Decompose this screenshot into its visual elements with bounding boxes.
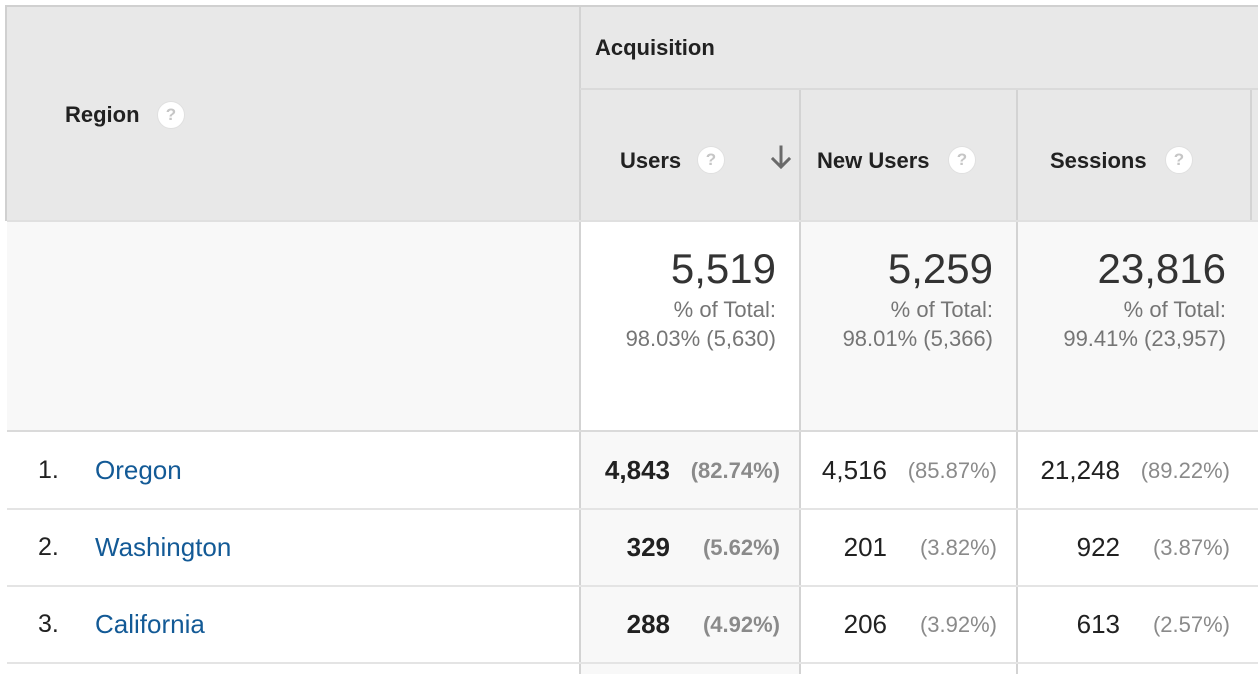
divider-users — [799, 89, 801, 674]
users-value: 329 — [626, 532, 670, 562]
new-users-total-pct-label: % of Total: — [890, 297, 993, 322]
row-number: 3. — [38, 610, 59, 638]
new-users-value: 4,516 — [821, 455, 887, 485]
users-column-highlight — [580, 431, 800, 674]
new-users-pct: (3.82%) — [919, 535, 997, 560]
sessions-value: 922 — [1076, 532, 1120, 562]
help-icon[interactable]: ? — [1165, 146, 1193, 174]
sort-descending-icon[interactable] — [769, 144, 793, 172]
users-value: 4,843 — [604, 455, 670, 485]
users-pct: (82.74%) — [690, 458, 780, 483]
totals-users-cell — [580, 221, 800, 431]
users-pct: (4.92%) — [702, 612, 780, 637]
new-users-total-value: 5,259 — [887, 245, 993, 292]
help-icon[interactable]: ? — [948, 146, 976, 174]
users-pct: (5.62%) — [702, 535, 780, 560]
help-icon[interactable]: ? — [697, 146, 725, 174]
sessions-value: 613 — [1076, 609, 1120, 639]
users-column-header[interactable]: Users — [620, 148, 682, 173]
divider-region — [579, 7, 581, 674]
divider-row-2 — [7, 585, 1258, 587]
new-users-total-pct-detail: 98.01% (5,366) — [842, 326, 993, 351]
divider-sessions — [1250, 89, 1252, 221]
new-users-pct: (3.92%) — [919, 612, 997, 637]
region-link-oregon[interactable]: Oregon — [95, 455, 182, 485]
sessions-total-pct-detail: 99.41% (23,957) — [1063, 326, 1226, 351]
new-users-value: 201 — [843, 532, 887, 562]
region-link-washington[interactable]: Washington — [95, 532, 232, 562]
row-number: 1. — [38, 456, 59, 484]
row-number: 2. — [38, 533, 59, 561]
divider-row-1 — [7, 508, 1258, 510]
sessions-total-value: 23,816 — [1097, 245, 1226, 292]
sessions-pct: (89.22%) — [1140, 458, 1230, 483]
users-value: 288 — [626, 609, 670, 639]
divider-acquisition — [580, 88, 1258, 90]
table-top-border — [5, 5, 1258, 7]
region-column-header[interactable]: Region — [65, 102, 140, 127]
sessions-pct: (3.87%) — [1152, 535, 1230, 560]
new-users-value: 206 — [843, 609, 887, 639]
help-icon[interactable]: ? — [157, 101, 185, 129]
users-total-value: 5,519 — [670, 245, 776, 292]
table-header — [7, 7, 1258, 221]
users-total-pct-detail: 98.03% (5,630) — [625, 326, 776, 351]
new-users-column-header[interactable]: New Users — [817, 148, 930, 173]
region-link-california[interactable]: California — [95, 609, 205, 639]
divider-row-3 — [7, 662, 1258, 664]
divider-new-users — [1016, 89, 1018, 674]
new-users-pct: (85.87%) — [907, 458, 997, 483]
table-left-border — [5, 5, 7, 221]
sessions-total-pct-label: % of Total: — [1123, 297, 1226, 322]
sessions-pct: (2.57%) — [1152, 612, 1230, 637]
sessions-column-header[interactable]: Sessions — [1050, 148, 1147, 173]
divider-header-bottom — [7, 220, 1258, 222]
acquisition-group-header: Acquisition — [595, 35, 715, 60]
sessions-value: 21,248 — [1040, 455, 1120, 485]
divider-totals-bottom — [7, 430, 1258, 432]
users-total-pct-label: % of Total: — [673, 297, 776, 322]
